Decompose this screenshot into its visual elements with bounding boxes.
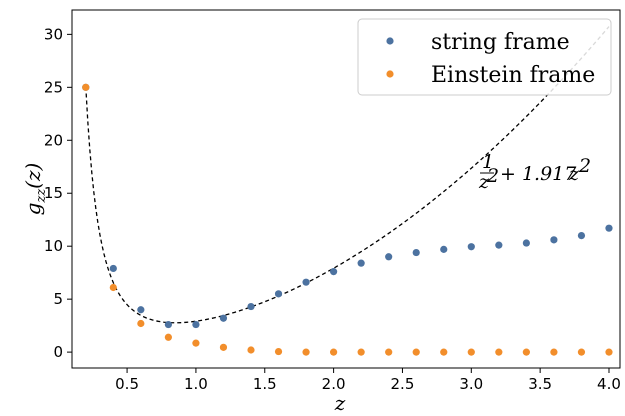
svg-text:1: 1 xyxy=(482,151,494,173)
x-tick-label: 3.0 xyxy=(459,375,483,393)
point-einstein-frame xyxy=(82,83,90,91)
y-tick-label: 0 xyxy=(53,343,63,361)
point-einstein-frame xyxy=(440,348,448,356)
legend-marker-string-frame xyxy=(386,37,394,45)
point-einstein-frame xyxy=(137,319,145,328)
svg-text:z: z xyxy=(478,171,490,193)
fit-curve-dashed xyxy=(85,26,610,324)
y-tick-label: 30 xyxy=(44,25,63,43)
legend-marker-einstein-frame xyxy=(386,70,394,78)
svg-text:z: z xyxy=(568,163,580,185)
point-string-frame xyxy=(219,314,228,322)
svg-text:+ 1.917: + 1.917 xyxy=(500,163,577,185)
point-einstein-frame xyxy=(577,348,586,356)
legend-box xyxy=(357,18,612,96)
point-einstein-frame xyxy=(522,348,530,356)
point-string-frame xyxy=(109,264,117,273)
y-tick-label: 20 xyxy=(44,131,63,149)
point-einstein-frame xyxy=(605,348,613,356)
x-tick-label: 2.5 xyxy=(391,375,415,393)
point-string-frame xyxy=(577,232,586,240)
point-einstein-frame xyxy=(550,348,558,356)
y-axis-ticks: 0 5 10 15 20 25 30 xyxy=(44,25,72,361)
point-string-frame xyxy=(467,243,475,251)
point-string-frame xyxy=(192,320,200,329)
point-string-frame xyxy=(357,259,365,267)
y-tick-label: 5 xyxy=(53,290,63,308)
svg-text:2: 2 xyxy=(486,165,499,187)
point-string-frame xyxy=(605,224,613,232)
point-einstein-frame xyxy=(302,348,310,356)
y-axis-label: gzz(z) xyxy=(21,163,49,216)
curve-layer xyxy=(85,26,610,324)
point-string-frame xyxy=(550,236,558,244)
point-einstein-frame xyxy=(109,283,117,292)
point-einstein-frame xyxy=(385,348,393,356)
legend: string frame Einstein frame xyxy=(357,18,612,96)
point-string-frame xyxy=(302,278,310,286)
point-string-frame xyxy=(385,253,393,261)
curve-annotation: 1 z 2 + 1.917 z 2 xyxy=(478,151,591,193)
x-tick-label: 1.0 xyxy=(184,375,208,393)
x-tick-label: 2.0 xyxy=(322,375,346,393)
x-tick-label: 1.5 xyxy=(253,375,277,393)
point-einstein-frame xyxy=(247,346,255,354)
points-layer xyxy=(82,83,613,356)
point-einstein-frame xyxy=(357,348,365,356)
point-einstein-frame xyxy=(192,339,200,347)
point-einstein-frame xyxy=(219,343,228,351)
x-tick-label: 3.5 xyxy=(528,375,552,393)
point-string-frame xyxy=(274,290,283,298)
point-string-frame xyxy=(440,245,448,253)
point-einstein-frame xyxy=(495,348,503,356)
point-string-frame xyxy=(164,320,172,329)
point-string-frame xyxy=(330,268,338,276)
point-einstein-frame xyxy=(330,348,338,356)
point-einstein-frame xyxy=(164,333,172,341)
x-tick-label: 4.0 xyxy=(597,375,621,393)
point-einstein-frame xyxy=(467,348,475,356)
svg-text:2: 2 xyxy=(578,155,591,177)
legend-label-einstein-frame: Einstein frame xyxy=(431,63,595,88)
y-tick-label: 10 xyxy=(44,237,63,255)
x-axis-ticks: 0.5 1.0 1.5 2.0 2.5 3.0 3.5 4.0 xyxy=(115,368,621,393)
legend-label-string-frame: string frame xyxy=(431,30,570,55)
point-string-frame xyxy=(247,302,255,311)
y-tick-label: 15 xyxy=(44,184,63,202)
point-string-frame xyxy=(495,241,503,249)
svg-text:gzz(z): gzz(z) xyxy=(21,163,49,216)
point-string-frame xyxy=(522,239,530,247)
point-string-frame xyxy=(412,248,420,257)
point-einstein-frame xyxy=(412,348,420,356)
point-einstein-frame xyxy=(274,347,283,356)
y-tick-label: 25 xyxy=(44,78,63,96)
x-tick-label: 0.5 xyxy=(115,375,139,393)
point-string-frame xyxy=(137,306,145,314)
x-axis-label: z xyxy=(334,391,346,415)
